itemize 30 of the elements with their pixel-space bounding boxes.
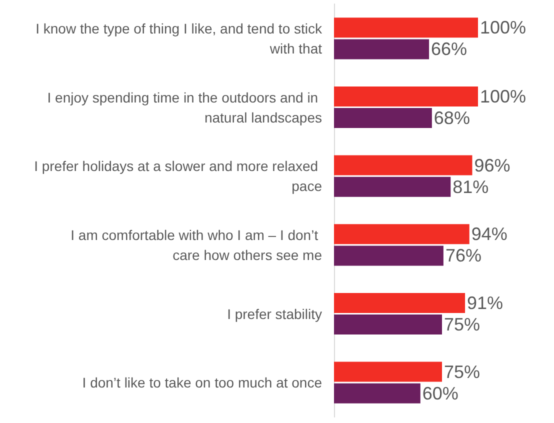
data-label: 68% (434, 108, 470, 128)
data-label: 81% (452, 176, 489, 197)
bar (334, 108, 432, 128)
data-label: 75% (444, 362, 480, 382)
bar (334, 224, 470, 244)
data-label: 100% (480, 86, 526, 106)
bar (334, 383, 420, 404)
bar (334, 246, 444, 266)
bar (334, 18, 478, 38)
y-tick-label: I prefer holidays at a slower and more relaxed pace (34, 158, 322, 194)
y-tick-label: I am comfortable with who I am – I don’t care how others see me (70, 226, 322, 263)
bar (334, 86, 478, 106)
data-label: 66% (431, 39, 468, 60)
bar (334, 39, 430, 60)
data-label: 94% (471, 224, 508, 244)
y-tick-label: I enjoy spending time in the outdoors and in natural landscapes (47, 89, 322, 126)
bar (334, 176, 451, 197)
bar (334, 155, 472, 176)
data-label: 75% (444, 314, 480, 335)
data-label: 96% (474, 155, 510, 176)
bar (334, 314, 442, 335)
data-label: 100% (480, 18, 526, 38)
y-tick-label: I know the type of thing I like, and tend to stick with that (36, 20, 323, 56)
y-tick-label: I don’t like to take on too much at once (82, 374, 322, 391)
bar (334, 292, 466, 313)
data-label: 60% (422, 383, 458, 404)
data-label: 91% (467, 292, 504, 313)
data-label: 76% (445, 246, 482, 266)
y-tick-label: I prefer stability (227, 306, 322, 322)
bar (334, 362, 442, 382)
